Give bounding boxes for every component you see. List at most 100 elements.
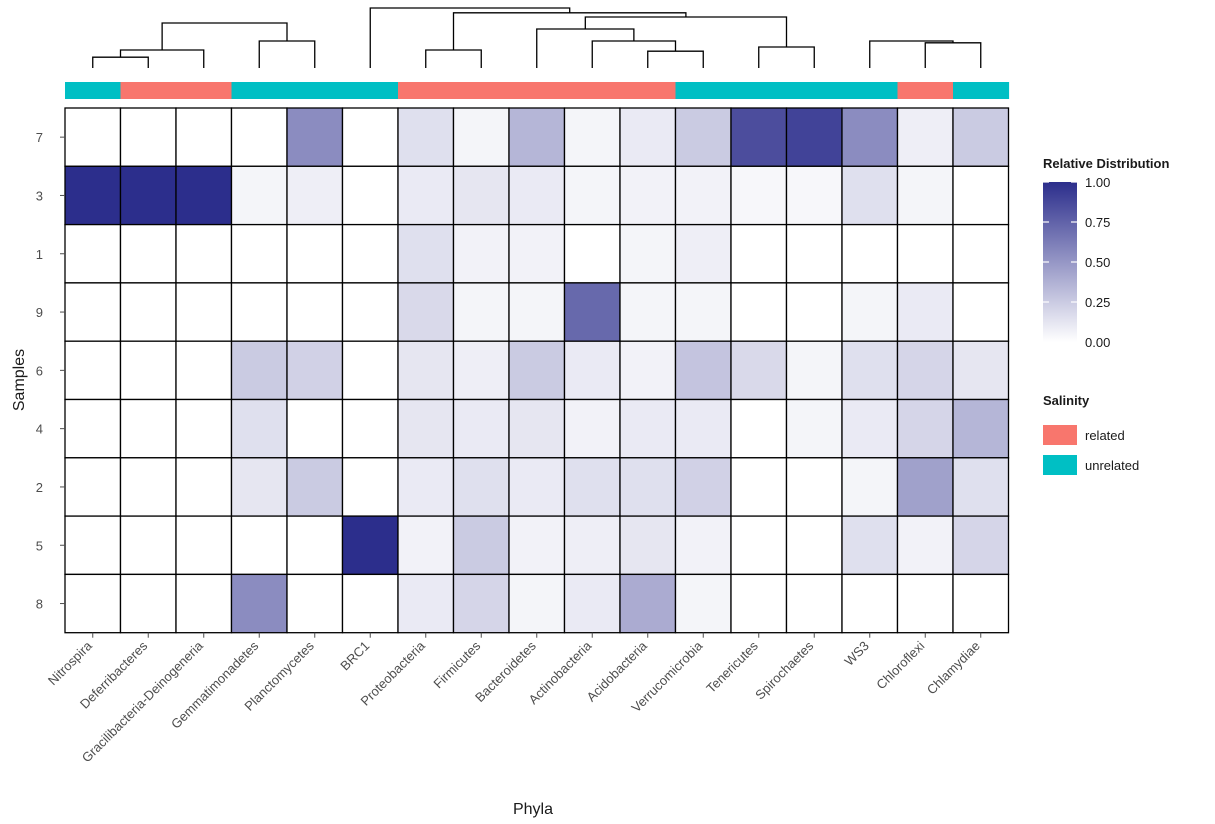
heatmap-cell [341, 457, 399, 517]
heatmap-cell [785, 282, 843, 342]
heatmap-cell [175, 340, 233, 401]
y-tick-label: 1 [36, 247, 43, 262]
heatmap-cell [175, 398, 233, 459]
heatmap-cell [286, 282, 344, 342]
heatmap-cell [341, 165, 399, 226]
heatmap-cell [563, 573, 621, 634]
dendrogram-branch [924, 42, 982, 68]
heatmap-cell [952, 107, 1010, 167]
heatmap-cell [119, 398, 177, 459]
y-tick-label: 8 [36, 597, 43, 612]
heatmap-cell [896, 398, 954, 459]
colorbar-tick-label: 0.75 [1085, 215, 1110, 230]
heatmap-cell [674, 165, 732, 226]
heatmap-cell [119, 107, 177, 167]
heatmap-cell [619, 165, 677, 226]
column-dendrogram [92, 7, 982, 68]
heatmap-cell [619, 340, 677, 401]
heatmap-cell [175, 223, 233, 284]
annotation-cell [620, 82, 677, 99]
heatmap-cell [730, 573, 788, 634]
x-axis-title: Phyla [513, 801, 553, 818]
heatmap-cell [785, 107, 843, 167]
heatmap-cell [64, 398, 122, 459]
heatmap-cell [952, 457, 1010, 517]
heatmap-cell [175, 282, 233, 342]
heatmap-cell [896, 107, 954, 167]
colorbar-tick-label: 0.50 [1085, 255, 1110, 270]
heatmap-cell [452, 107, 510, 167]
annotation-cell [287, 82, 344, 99]
heatmap-cell [785, 398, 843, 459]
annotation-cell [842, 82, 899, 99]
annotation-cell [897, 82, 954, 99]
heatmap-cell [119, 573, 177, 634]
heatmap-cell [286, 107, 344, 167]
colorbar-ticks: 0.00 0.25 0.50 0.75 1.00 [1043, 175, 1110, 350]
heatmap-cell [952, 223, 1010, 284]
x-tick-label: WS3 [841, 638, 872, 669]
heatmap-cell [730, 515, 788, 576]
heatmap-cell [952, 282, 1010, 342]
heatmap-cell [508, 515, 566, 576]
heatmap-cell [397, 573, 455, 634]
annotation-cell [509, 82, 566, 99]
heatmap-cell [674, 515, 732, 576]
heatmap-cell [397, 398, 455, 459]
dendrogram-branch [647, 50, 704, 68]
heatmap-cell [730, 223, 788, 284]
dendrogram-branch [161, 22, 288, 50]
heatmap-cell [563, 165, 621, 226]
annotation-cell [953, 82, 1010, 99]
heatmap-cell [64, 340, 122, 401]
heatmap-cell [119, 457, 177, 517]
heatmap-cell [397, 515, 455, 576]
heatmap-cell [452, 340, 510, 401]
x-tick-label: Nitrospira [45, 638, 95, 688]
heatmap-cell [785, 515, 843, 576]
heatmap-cell [508, 573, 566, 634]
heatmap-cell [841, 515, 899, 576]
heatmap-cell [64, 223, 122, 284]
heatmap-cell [286, 573, 344, 634]
y-axis-title: Samples [11, 349, 28, 411]
heatmap-cell [619, 223, 677, 284]
heatmap-cell [397, 107, 455, 167]
heatmap-cell [230, 107, 288, 167]
heatmap-cell [896, 515, 954, 576]
x-tick-label: Tenericutes [703, 638, 761, 696]
heatmap-cell [563, 398, 621, 459]
heatmap-cell [841, 340, 899, 401]
heatmap-cell [841, 223, 899, 284]
dendrogram-branch [119, 49, 205, 68]
heatmap-cell [508, 340, 566, 401]
annotation-cell [120, 82, 177, 99]
heatmap-cell [785, 340, 843, 401]
heatmap-cell [64, 282, 122, 342]
heatmap-cell [397, 340, 455, 401]
heatmap-cell [397, 457, 455, 517]
heatmap-cell [175, 457, 233, 517]
heatmap-cell [619, 282, 677, 342]
heatmap-cell [563, 107, 621, 167]
y-tick-label: 2 [36, 480, 43, 495]
heatmap-cell [952, 398, 1010, 459]
heatmap-cell [841, 165, 899, 226]
heatmap-cell [896, 223, 954, 284]
annotation-cell [65, 82, 122, 99]
heatmap-cell [785, 457, 843, 517]
colorbar-tick-label: 1.00 [1085, 175, 1110, 190]
heatmap-cell [841, 573, 899, 634]
heatmap-cell [397, 223, 455, 284]
heatmap-cell [175, 515, 233, 576]
heatmap-cell [286, 340, 344, 401]
heatmap-cell [230, 340, 288, 401]
heatmap-cell [64, 515, 122, 576]
heatmap-cell [896, 340, 954, 401]
annotation-cell [342, 82, 399, 99]
heatmap-cell [841, 282, 899, 342]
heatmap-cell [563, 223, 621, 284]
heatmap-cell [341, 398, 399, 459]
heatmap-cell [841, 398, 899, 459]
